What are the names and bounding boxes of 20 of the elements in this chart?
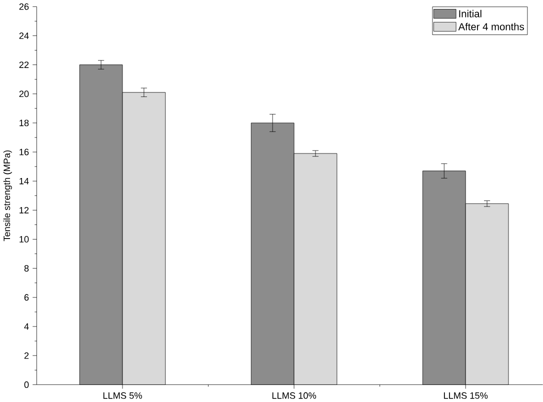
- y-tick-label: 4: [24, 323, 29, 330]
- y-tick-label: 22: [19, 62, 29, 68]
- x-tick-label: LLMS 5%: [103, 392, 142, 399]
- y-tick-label: 20: [19, 90, 29, 98]
- y-tick-label: 18: [20, 120, 29, 126]
- y-tick-label: 12: [20, 206, 29, 214]
- x-tick-label: LLMS 10%: [272, 392, 316, 399]
- legend-label: Initial: [459, 10, 482, 18]
- x-tick-label: LLMS 15%: [444, 392, 488, 399]
- y-tick-label: 16: [20, 148, 29, 156]
- legend-label: After 4 months: [458, 22, 524, 30]
- y-tick-label: 24: [19, 32, 29, 39]
- y-tick-label: 8: [24, 265, 29, 272]
- y-tick-label: 26: [19, 3, 29, 10]
- y-tick-label: 10: [20, 236, 29, 242]
- y-tick-label: 14: [20, 178, 29, 184]
- y-tick-label: 0: [24, 381, 29, 388]
- y-axis-title: Tensile strength (MPa): [3, 150, 12, 242]
- y-tick-label: 2: [24, 352, 29, 359]
- y-tick-label: 6: [24, 294, 29, 301]
